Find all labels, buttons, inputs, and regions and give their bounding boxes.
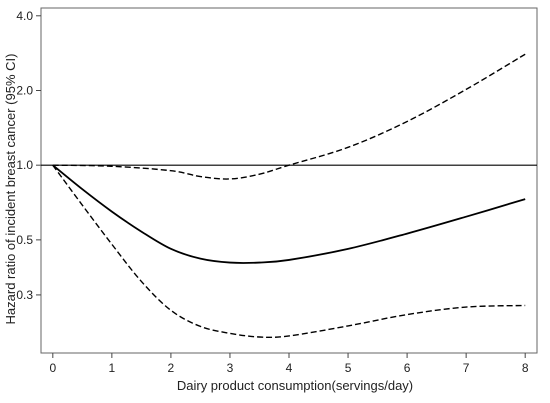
y-axis: 0.3 0.5 1.0 2.0 4.0: [16, 9, 41, 302]
x-tick-label: 4: [286, 361, 293, 375]
plot-frame: [40, 7, 538, 354]
y-tick-label: 0.3: [16, 288, 33, 302]
x-tick-label: 7: [463, 361, 470, 375]
x-axis: 0 1 2 3 4 5 6 7 8: [49, 353, 529, 375]
lower-ci-line: [52, 164, 526, 339]
x-tick-label: 5: [345, 361, 352, 375]
x-axis-label: Dairy product consumption(servings/day): [177, 378, 413, 393]
x-tick-label: 1: [109, 361, 116, 375]
y-tick-label: 2.0: [16, 83, 33, 97]
x-tick-label: 6: [404, 361, 411, 375]
hazard-ratio-estimate-line: [52, 164, 526, 264]
x-tick-label: 2: [168, 361, 175, 375]
x-tick-label: 8: [522, 361, 529, 375]
series-group: [52, 53, 526, 339]
y-axis-label: Hazard ratio of incident breast cancer (…: [3, 54, 18, 325]
x-tick-label: 0: [49, 361, 56, 375]
upper-ci-line: [52, 53, 526, 180]
y-tick-label: 1.0: [16, 158, 33, 172]
y-tick-label: 0.5: [16, 233, 33, 247]
y-tick-label: 4.0: [16, 9, 33, 23]
x-tick-label: 3: [227, 361, 234, 375]
